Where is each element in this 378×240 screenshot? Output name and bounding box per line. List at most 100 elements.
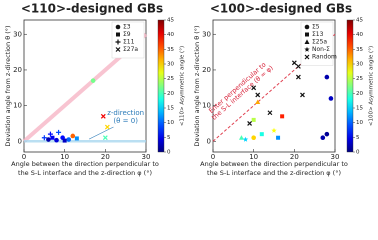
x-axis-label: Angle between the direction perpendicula… xyxy=(11,160,159,168)
series xyxy=(251,114,285,140)
y-tick-label: 30 xyxy=(13,30,22,38)
colorbar xyxy=(157,19,165,153)
point xyxy=(320,135,326,141)
series xyxy=(100,113,110,141)
point xyxy=(271,127,277,133)
x-tick-label: 0 xyxy=(211,153,215,161)
point xyxy=(280,114,285,119)
colorbar-label: <110> Asymmetric angle (°) xyxy=(180,46,186,126)
point xyxy=(66,137,72,142)
colorbar-tick-label: 5 xyxy=(356,135,360,141)
legend-label: Σ5 xyxy=(312,24,320,31)
point xyxy=(102,135,108,141)
x-axis-label: Angle between the direction perpendicula… xyxy=(200,160,348,168)
colorbar-tick-label: 15 xyxy=(356,106,363,112)
annotation: (θ = 0) xyxy=(113,117,138,125)
legend-marker xyxy=(304,46,310,52)
x-tick-label: 10 xyxy=(249,153,258,161)
colorbar-tick-label: 20 xyxy=(167,91,174,97)
point xyxy=(50,135,55,140)
legend-label: Σ11 xyxy=(123,39,135,46)
annotation: z-direction xyxy=(107,109,144,117)
series xyxy=(242,127,277,142)
point xyxy=(251,85,257,91)
legend-marker xyxy=(304,54,310,60)
colorbar-tick-label: 45 xyxy=(356,18,363,24)
colorbar-tick-label: 10 xyxy=(167,120,174,126)
point xyxy=(295,63,301,69)
point xyxy=(74,136,79,141)
series xyxy=(46,78,96,143)
point xyxy=(242,136,249,142)
point xyxy=(54,137,59,143)
colorbar-tick-label: 25 xyxy=(167,76,174,82)
y-tick-label: 10 xyxy=(13,102,22,110)
point xyxy=(100,113,106,119)
plot-frame xyxy=(212,19,336,153)
point xyxy=(300,92,305,98)
series xyxy=(238,99,261,140)
y-tick-label: 0 xyxy=(207,137,211,145)
legend-marker xyxy=(304,24,310,30)
colorbar-tick-label: 10 xyxy=(356,120,363,126)
colorbar-tick-label: 20 xyxy=(356,91,363,97)
point xyxy=(324,74,330,80)
point xyxy=(104,124,110,130)
annotation: Enter perpendicular to xyxy=(207,61,267,115)
colorbar-tick-label: 0 xyxy=(167,150,171,156)
point xyxy=(267,110,273,116)
legend-marker xyxy=(115,47,121,52)
series xyxy=(41,129,62,141)
colorbar-tick-label: 35 xyxy=(356,47,363,53)
x-tick-label: 30 xyxy=(331,153,340,161)
point xyxy=(41,135,47,141)
colorbar-label: <100> Asymmetric angle (°) xyxy=(369,46,375,126)
series xyxy=(251,74,334,141)
point xyxy=(259,132,264,137)
colorbar-tick-label: 45 xyxy=(167,18,174,24)
x-axis-label: the S-L interface and the z-direction φ … xyxy=(207,169,341,177)
colorbar-tick-label: 0 xyxy=(356,150,360,156)
point xyxy=(255,92,261,98)
series xyxy=(247,60,305,126)
point xyxy=(251,135,256,141)
chart-title: <100>-designed GBs xyxy=(210,2,352,16)
point xyxy=(238,135,244,140)
colorbar-tick-label: 35 xyxy=(167,47,174,53)
colorbar-tick-label: 40 xyxy=(356,32,363,38)
x-axis-label: the S-L interface and the z-direction φ … xyxy=(18,169,152,177)
point xyxy=(276,135,281,140)
x-tick-label: 20 xyxy=(101,153,110,161)
legend-marker xyxy=(115,24,121,30)
colorbar-tick-label: 30 xyxy=(167,62,174,68)
point xyxy=(251,117,256,122)
legend-marker xyxy=(305,32,309,37)
point xyxy=(47,131,53,137)
y-axis-label: Deviation angle from z-direction θ (°) xyxy=(193,25,201,146)
legend-marker xyxy=(115,39,121,45)
point xyxy=(247,121,253,126)
legend-label: Σ3 xyxy=(123,24,131,31)
x-tick-label: 20 xyxy=(290,153,299,161)
point xyxy=(62,138,67,143)
point xyxy=(56,129,62,135)
point xyxy=(70,133,76,139)
legend-label: Σ27a xyxy=(123,46,138,53)
legend-marker xyxy=(304,39,310,44)
x-tick-label: 30 xyxy=(142,153,151,161)
legend-label: Σ9 xyxy=(123,31,131,38)
point xyxy=(328,96,334,101)
colorbar-tick-label: 5 xyxy=(167,135,171,141)
colorbar xyxy=(346,19,354,153)
plot-frame xyxy=(23,19,147,153)
y-tick-label: 20 xyxy=(202,66,211,74)
annotation-arrow xyxy=(88,126,114,140)
chart-title: <110>-designed GBs xyxy=(21,2,163,16)
colorbar-tick-label: 40 xyxy=(167,32,174,38)
legend-marker xyxy=(116,32,120,37)
colorbar-tick-label: 30 xyxy=(356,62,363,68)
point xyxy=(255,99,261,105)
series xyxy=(50,135,79,143)
y-axis-label: Deviation angle from z-direction θ (°) xyxy=(4,25,12,146)
